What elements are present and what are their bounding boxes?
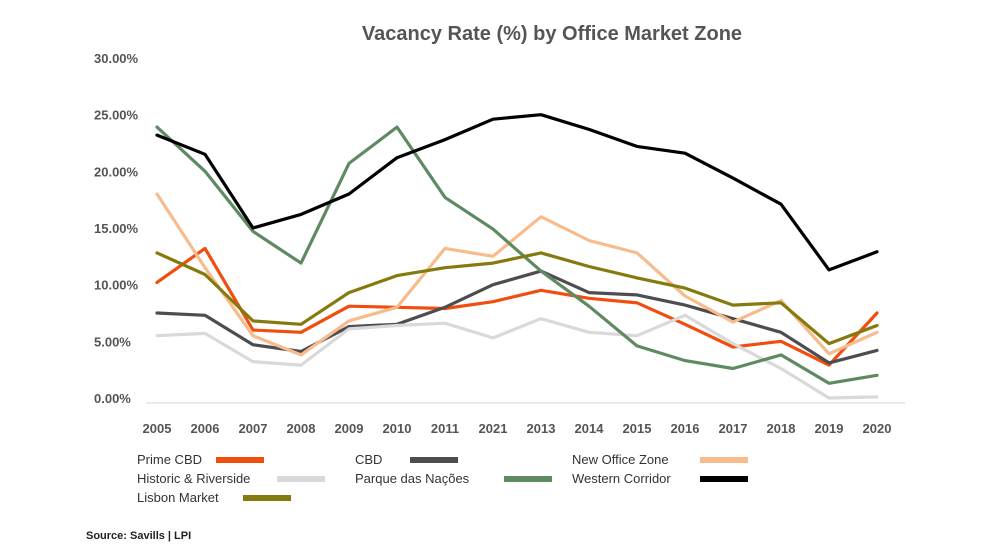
legend-label: Prime CBD — [137, 452, 202, 467]
y-tick-label: 10.00% — [94, 278, 139, 293]
series-line-parque-das-na-es — [155, 125, 879, 385]
legend-label: New Office Zone — [572, 452, 669, 467]
y-tick-label: 25.00% — [94, 108, 139, 123]
x-tick-label: 2014 — [575, 421, 605, 436]
legend-swatch — [277, 476, 325, 482]
source-note: Source: Savills | LPI — [86, 530, 191, 542]
legend-label: Lisbon Market — [137, 490, 219, 505]
legend-swatch — [216, 457, 264, 463]
legend-item-prime-cbd: Prime CBD — [137, 452, 264, 467]
x-tick-label: 2017 — [719, 421, 748, 436]
legend-swatch — [700, 476, 748, 482]
legend-item-new-office-zone: New Office Zone — [572, 452, 748, 467]
series-line-cbd — [155, 269, 879, 365]
legend-swatch — [504, 476, 552, 482]
x-tick-label: 2016 — [671, 421, 700, 436]
y-tick-label: 30.00% — [94, 51, 139, 66]
series-line-prime-cbd — [155, 246, 879, 367]
legend: Prime CBD CBD New Office Zone Historic & Ri… — [137, 452, 748, 505]
x-tick-label: 2010 — [383, 421, 412, 436]
series-lines — [155, 113, 879, 400]
y-tick-label: 0.00% — [94, 391, 131, 406]
legend-item-cbd: CBD — [355, 452, 458, 467]
series-line-historic-riverside — [155, 313, 879, 400]
x-tick-label: 2020 — [863, 421, 892, 436]
legend-swatch — [700, 457, 748, 463]
y-axis: 0.00% 5.00% 10.00% 15.00% 20.00% 25.00% 30.00% — [94, 51, 139, 406]
y-tick-label: 20.00% — [94, 164, 139, 179]
x-tick-label: 2009 — [335, 421, 364, 436]
legend-swatch — [410, 457, 458, 463]
legend-label: Western Corridor — [572, 471, 671, 486]
chart-title: Vacancy Rate (%) by Office Market Zone — [362, 23, 742, 45]
x-tick-label: 2015 — [623, 421, 652, 436]
x-tick-label: 2008 — [287, 421, 316, 436]
x-tick-label: 2013 — [527, 421, 556, 436]
series-line-new-office-zone — [155, 192, 879, 357]
y-tick-label: 5.00% — [94, 334, 131, 349]
legend-label: Historic & Riverside — [137, 471, 250, 486]
legend-item-western-corridor: Western Corridor — [572, 471, 748, 486]
legend-item-lisbon-market: Lisbon Market — [137, 490, 291, 505]
legend-item-parque-das-na-es: Parque das Nações — [355, 471, 552, 486]
series-line-lisbon-market — [155, 251, 879, 346]
x-tick-label: 2019 — [815, 421, 844, 436]
legend-label: Parque das Nações — [355, 471, 470, 486]
legend-label: CBD — [355, 452, 382, 467]
x-tick-label: 2005 — [143, 421, 172, 436]
x-tick-label: 2018 — [767, 421, 796, 436]
legend-swatch — [243, 495, 291, 501]
y-tick-label: 15.00% — [94, 221, 139, 236]
x-tick-label: 2007 — [239, 421, 268, 436]
x-tick-label: 2006 — [191, 421, 220, 436]
x-tick-label: 2021 — [479, 421, 508, 436]
x-axis: 2005 2006 2007 2008 2009 2010 2011 2021 2013 2014… — [143, 421, 892, 436]
x-tick-label: 2011 — [431, 421, 459, 436]
series-line-western-corridor — [155, 113, 879, 272]
legend-item-historic-riverside: Historic & Riverside — [137, 471, 325, 486]
